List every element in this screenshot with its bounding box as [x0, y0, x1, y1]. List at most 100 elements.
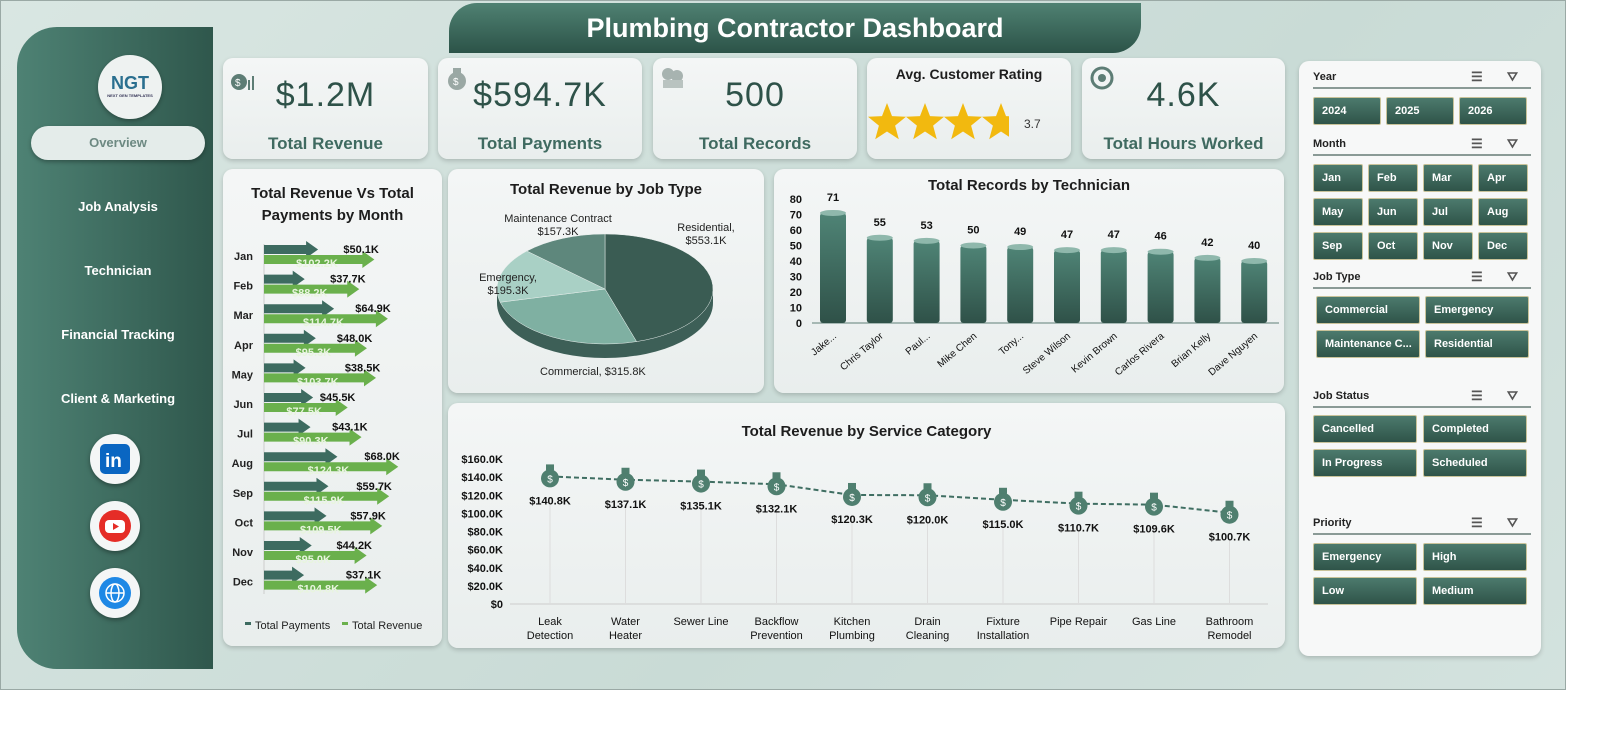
y-tick-label: $120.0K [461, 490, 503, 502]
multi-select-icon[interactable]: ☰ [1471, 388, 1483, 403]
x-tick-label: Jake... [809, 331, 839, 358]
dashboard: Plumbing Contractor Dashboard NGT NEXT GE… [0, 0, 1566, 690]
website-button[interactable] [90, 568, 140, 618]
kpi-label: Avg. Customer Rating [895, 66, 1043, 82]
nav-job-analysis[interactable]: Job Analysis [78, 199, 158, 214]
x-tick-label: Sewer Line [673, 616, 728, 628]
slicer-item[interactable]: Oct [1368, 232, 1418, 260]
slicer-item[interactable]: Jun [1368, 198, 1418, 226]
technician-bar [1147, 251, 1174, 323]
point-data-label: $110.7K [1058, 523, 1099, 535]
youtube-button[interactable] [90, 501, 140, 551]
chart-title: Total Revenue by Job Type [510, 181, 702, 198]
payments-bar [264, 448, 338, 466]
slicer-item[interactable]: Sep [1313, 232, 1363, 260]
slicer-item[interactable]: 2025 [1386, 97, 1454, 125]
revenue-bar [264, 251, 375, 268]
money-sign: $ [547, 474, 553, 485]
slicer-item[interactable]: May [1313, 198, 1363, 226]
money-bag-icon [848, 482, 856, 489]
clear-filter-icon[interactable]: ⛛ [1507, 515, 1518, 530]
money-bag-icon [692, 474, 710, 493]
money-bag-icon [994, 492, 1012, 511]
revenue-vs-payments-chart: Total Revenue Vs Total Payments by Month… [223, 169, 442, 646]
label-line: Residential, [677, 222, 734, 234]
slicer-item[interactable]: Completed [1423, 415, 1527, 443]
month-label: Mar [233, 310, 253, 322]
month-label: Apr [234, 340, 254, 352]
logo-tagline: NEXT GEN TEMPLATES [107, 93, 153, 98]
slicer-item[interactable]: In Progress [1313, 449, 1417, 477]
payments-data-label: $68.0K [364, 451, 400, 463]
slicer-item[interactable]: Feb [1368, 164, 1418, 192]
payments-bar [264, 241, 319, 258]
y-tick-label: $0 [491, 599, 503, 611]
slicer-item[interactable]: 2024 [1313, 97, 1381, 125]
bar-top [960, 242, 987, 249]
nav-technician[interactable]: Technician [84, 263, 152, 278]
revenue-data-label: $124.3K [308, 465, 350, 477]
money-bag-icon [1150, 492, 1158, 499]
slicer-item[interactable]: Scheduled [1423, 449, 1527, 477]
slicer-item[interactable]: Maintenance C... [1316, 330, 1420, 358]
clear-filter-icon[interactable]: ⛛ [1507, 269, 1518, 284]
revenue-bar [264, 399, 348, 416]
money-bag-icon: $ [448, 68, 466, 90]
money-sign: $ [1000, 498, 1006, 509]
multi-select-icon[interactable]: ☰ [1471, 515, 1483, 530]
multi-select-icon[interactable]: ☰ [1471, 136, 1483, 151]
slicer-item[interactable]: Mar [1423, 164, 1473, 192]
slicer-item[interactable]: 2026 [1459, 97, 1527, 125]
slicer-item[interactable]: Nov [1423, 232, 1473, 260]
nav-financial-tracking[interactable]: Financial Tracking [61, 327, 175, 342]
slicer-item[interactable]: Dec [1478, 232, 1528, 260]
slicer-item[interactable]: Emergency [1313, 543, 1417, 571]
slicer-item[interactable]: Medium [1423, 577, 1527, 605]
chart-title: Total Records by Technician [928, 177, 1130, 194]
payments-data-label: $64.9K [355, 303, 391, 315]
nav-client-marketing[interactable]: Client & Marketing [60, 391, 176, 406]
kpi-total-hours: 4.6K Total Hours Worked [1082, 58, 1285, 159]
slicer-item[interactable]: Jan [1313, 164, 1363, 192]
youtube-icon [99, 510, 131, 542]
x-tick-label: Gas Line [1132, 616, 1176, 628]
month-chart-plot: Jan $102.2K $50.1K Feb $88.2K$37.7K Mar $114.7… [232, 241, 422, 632]
slicer-header-job-type: Job Type ☰ ⛛ [1313, 269, 1531, 289]
clear-filter-icon[interactable]: ⛛ [1507, 69, 1518, 84]
x-tick-label: Tony... [997, 331, 1026, 358]
y-tick-label: 10 [790, 303, 802, 315]
slicer-header-job-status: Job Status ☰ ⛛ [1313, 388, 1531, 408]
y-tick-label: 40 [790, 256, 802, 268]
slicer-item[interactable]: Residential [1425, 330, 1529, 358]
series-line [549, 475, 1230, 514]
multi-select-icon[interactable]: ☰ [1471, 269, 1483, 284]
multi-select-icon[interactable]: ☰ [1471, 69, 1483, 84]
clear-filter-icon[interactable]: ⛛ [1507, 388, 1518, 403]
bar-top [1007, 244, 1034, 251]
bar-data-label: 50 [967, 225, 979, 237]
slicer-item[interactable]: Cancelled [1313, 415, 1417, 443]
slicer-item[interactable]: Aug [1478, 198, 1528, 226]
slicer-item[interactable]: High [1423, 543, 1527, 571]
clear-filter-icon[interactable]: ⛛ [1507, 136, 1518, 151]
technician-bar [820, 212, 846, 323]
slicer-item[interactable]: Jul [1423, 198, 1473, 226]
technician-bar [960, 245, 987, 323]
slicer-item[interactable]: Low [1313, 577, 1417, 605]
nav-overview[interactable]: Overview [31, 126, 205, 160]
payments-bar [264, 507, 327, 525]
pie-slice [526, 233, 606, 290]
point-data-label: $120.3K [831, 514, 873, 526]
x-tick-label: Steve Wilson [1021, 331, 1073, 377]
point-data-label: $109.6K [1133, 524, 1175, 536]
payments-data-label: $44.2K [337, 540, 373, 552]
money-sign: $ [623, 478, 629, 489]
slicer-item[interactable]: Emergency [1425, 296, 1529, 324]
slicer-item[interactable]: Commercial [1316, 296, 1420, 324]
y-tick-label: 20 [790, 287, 802, 299]
legend-label: Total Payments [255, 620, 331, 632]
slicer-item[interactable]: Apr [1478, 164, 1528, 192]
slicer-title: Job Type [1313, 271, 1361, 283]
linkedin-button[interactable]: in [90, 434, 140, 484]
star-icon [944, 103, 982, 140]
